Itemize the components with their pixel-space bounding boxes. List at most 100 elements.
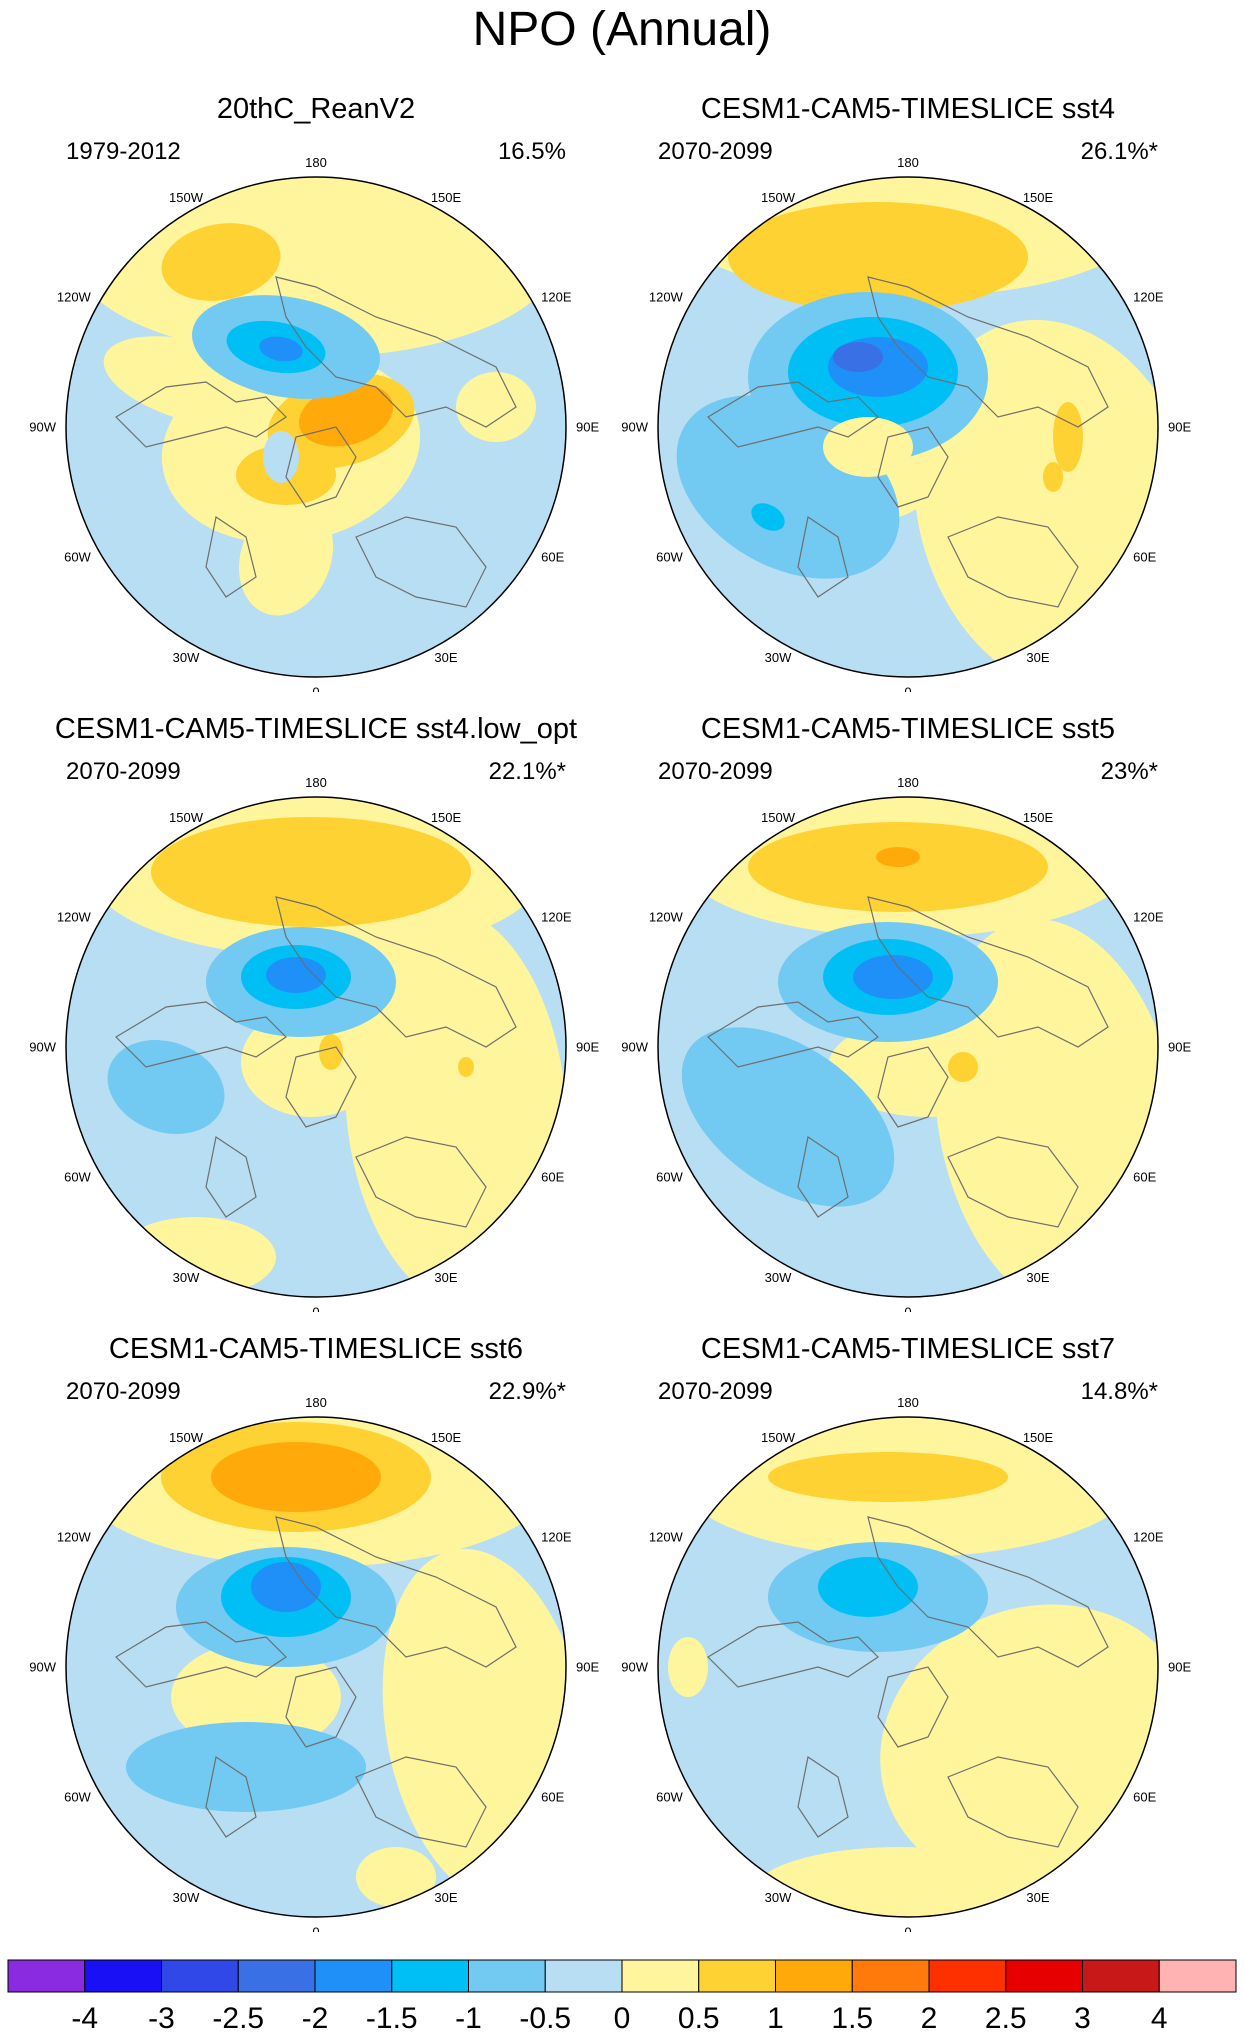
longitude-label: 120W [649,910,684,925]
map-blue-region [818,1557,918,1617]
longitude-label: 90W [29,1660,56,1675]
map-yellow-region [319,1034,343,1070]
coastline [275,896,517,1048]
polar-map: 180 150E 120E 90E 60E 30E 0 30W 60W 90W 120W 150W [29,1395,599,1932]
longitude-label: 180 [305,775,327,790]
longitude-label: 60W [64,550,91,565]
longitude-label: 60E [1133,1170,1156,1185]
coastline [205,516,257,598]
longitude-label: 90E [576,420,599,435]
coastline [707,381,879,448]
coastline [707,1001,879,1068]
longitude-label: 90E [576,1040,599,1055]
coastline [947,1136,1079,1228]
map-yellow-region [456,372,536,442]
map-blue-region [833,342,883,372]
map-field [66,797,566,1297]
longitude-label: 150W [169,190,204,205]
colorbar-label: 1 [767,2002,784,2035]
map-field [66,177,566,677]
map-yellow-region [768,1452,1008,1502]
panel-period: 2070-2099 [66,758,181,785]
polar-map: 180 150E 120E 90E 60E 30E 0 30W 60W 90W 120W 150W [29,775,599,1312]
map-blue-region [263,431,299,483]
panel-title: CESM1-CAM5-TIMESLICE sst4.low_opt [54,713,578,745]
map-yellow-region [728,202,1028,312]
map-field [658,797,1158,1297]
longitude-label: 120W [649,1530,684,1545]
coastline [867,1516,1109,1668]
longitude-label: 120E [1133,1530,1164,1545]
longitude-label: 150E [431,190,462,205]
panel-period: 2070-2099 [658,138,773,165]
map-field [66,1417,566,1917]
longitude-label: 90W [621,1040,648,1055]
colorbar-swatch [84,1959,162,1993]
map-yellow-region [151,817,471,927]
longitude-label: 90W [29,420,56,435]
map-boundary [65,1416,567,1918]
panel-variance-percent: 16.5% [497,138,566,165]
map-blue-region [259,336,303,362]
colorbar-label: 0.5 [678,2002,720,2035]
longitude-label: 30W [173,1890,200,1905]
panel-period: 2070-2099 [658,758,773,785]
longitude-label: 60W [656,550,683,565]
colorbar-swatch [1005,1959,1083,1993]
longitude-label: 120W [57,290,92,305]
longitude-label: 60E [541,1170,564,1185]
colorbar-label: 1.5 [831,2002,873,2035]
map-boundary [65,176,567,678]
longitude-label: 90W [621,1660,648,1675]
map-blue-region [751,503,785,531]
map-yellow-region [1043,462,1063,492]
longitude-label: 150E [1023,1430,1054,1445]
longitude-label: 180 [305,1395,327,1410]
longitude-label: 180 [897,1395,919,1410]
longitude-label: 150E [1023,190,1054,205]
coastline [867,276,1109,428]
colorbar-label: 4 [1151,2002,1168,2035]
panel-variance-percent: 26.1%* [1080,138,1158,165]
coastline [947,1756,1079,1848]
panel-title: CESM1-CAM5-TIMESLICE sst4 [700,93,1116,125]
coastline [115,1621,287,1688]
coastline [115,1001,287,1068]
longitude-label: 30E [1026,1270,1049,1285]
longitude-label: 180 [305,155,327,170]
map-boundary [65,796,567,1298]
colorbar-label: -3 [148,2002,175,2035]
longitude-label: 150W [761,1430,796,1445]
panel-period: 2070-2099 [658,1378,773,1405]
polar-map: 180 150E 120E 90E 60E 30E 0 30W 60W 90W 120W 150W [29,155,599,692]
panel-title: 20thC_ReanV2 [216,93,416,125]
coastline [275,276,517,428]
longitude-label: 150E [431,810,462,825]
longitude-label: 150W [761,190,796,205]
longitude-label: 120E [541,910,572,925]
map-panel: 180 150E 120E 90E 60E 30E 0 30W 60W 90W 120W 150W 2… [16,92,616,692]
longitude-label: 90E [576,1660,599,1675]
coastline [877,426,949,508]
map-blue-region [853,955,933,999]
longitude-label: 0 [312,1925,319,1932]
longitude-label: 120E [541,290,572,305]
map-yellow-region [876,847,920,867]
colorbar-swatch [468,1959,546,1993]
map-boundary [657,176,1159,678]
coastline [205,1756,257,1838]
longitude-label: 60W [64,1170,91,1185]
longitude-label: 150W [169,1430,204,1445]
map-blue-region [126,1722,366,1812]
panel-variance-percent: 23%* [1100,758,1158,785]
colorbar-swatch [775,1959,853,1993]
colorbar-label: -1.5 [366,2002,418,2035]
longitude-label: 60E [1133,1790,1156,1805]
colorbar-swatch [1158,1959,1237,1993]
colorbar-swatch [7,1959,86,1993]
longitude-label: 150E [431,1430,462,1445]
colorbar-swatch [621,1959,700,1993]
longitude-label: 150E [1023,810,1054,825]
longitude-label: 150W [761,810,796,825]
colorbar-swatch [1082,1959,1160,1993]
